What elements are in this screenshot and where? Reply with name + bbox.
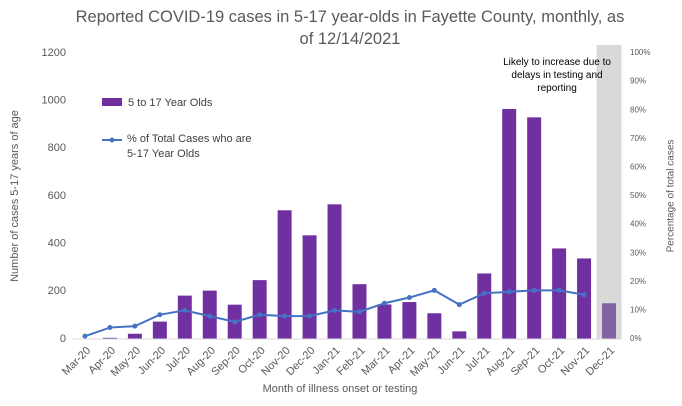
line-point [382, 301, 387, 306]
y-tick-label: 1000 [42, 95, 66, 107]
line-point [182, 308, 187, 313]
y2-tick-label: 60% [630, 163, 646, 172]
bar [527, 117, 541, 339]
line-point [282, 314, 287, 319]
y-axis-title: Number of cases 5-17 years of age [9, 110, 21, 282]
bar [602, 303, 616, 339]
title-box: Reported COVID-19 cases in 5-17 year-old… [70, 6, 630, 56]
y-tick-label: 200 [48, 285, 66, 297]
legend-label: % of Total Cases who are 5-17 Year Olds [127, 132, 262, 162]
bar [153, 322, 167, 339]
line-point [257, 312, 262, 317]
line-point [432, 288, 437, 293]
line-point [357, 309, 362, 314]
line-point [582, 292, 587, 297]
y2-axis-title: Percentage of total cases [666, 140, 677, 253]
bar [377, 304, 391, 339]
legend-point [110, 138, 115, 143]
legend-label: 5 to 17 Year Olds [128, 97, 213, 109]
bar [427, 313, 441, 339]
bar [128, 334, 142, 339]
y2-tick-label: 80% [630, 105, 646, 114]
annotation-box: Likely to increase due to delays in test… [497, 56, 617, 102]
y2-tick-label: 70% [630, 134, 646, 143]
legend-swatch [102, 98, 122, 106]
line-point [457, 302, 462, 307]
line-point [332, 308, 337, 313]
y2-tick-label: 40% [630, 220, 646, 229]
line-point [407, 295, 412, 300]
bar [178, 296, 192, 339]
legend-box: % of Total Cases who are 5-17 Year Olds [127, 132, 262, 164]
bar [253, 280, 267, 339]
bar [278, 210, 292, 339]
y-tick-label: 800 [48, 142, 66, 154]
bar [303, 235, 317, 339]
line-point [482, 291, 487, 296]
bar [552, 248, 566, 339]
line-point [132, 324, 137, 329]
y-tick-label: 400 [48, 238, 66, 250]
bar [452, 331, 466, 339]
y2-tick-label: 0% [630, 334, 642, 343]
bar [477, 273, 491, 339]
chart-title: Reported COVID-19 cases in 5-17 year-old… [70, 6, 630, 50]
y2-tick-label: 50% [630, 191, 646, 200]
y-tick-label: 1200 [42, 47, 66, 59]
line-point [532, 288, 537, 293]
y-tick-label: 0 [60, 333, 66, 345]
line-point [232, 319, 237, 324]
bar [577, 258, 591, 339]
y2-tick-label: 90% [630, 77, 646, 86]
y2-tick-label: 10% [630, 306, 646, 315]
line-point [557, 288, 562, 293]
line-point [157, 312, 162, 317]
line-point [207, 314, 212, 319]
line-point [307, 314, 312, 319]
y2-tick-label: 20% [630, 277, 646, 286]
annotation: Likely to increase due to delays in test… [497, 56, 617, 95]
x-axis-title: Month of illness onset or testing [263, 383, 418, 395]
line-point [507, 289, 512, 294]
line-point [82, 334, 87, 339]
y-tick-label: 600 [48, 190, 66, 202]
bar [328, 204, 342, 339]
y2-tick-label: 30% [630, 248, 646, 257]
line-point [107, 325, 112, 330]
bar [402, 302, 416, 339]
bar [502, 109, 516, 339]
y2-tick-label: 100% [630, 48, 650, 57]
